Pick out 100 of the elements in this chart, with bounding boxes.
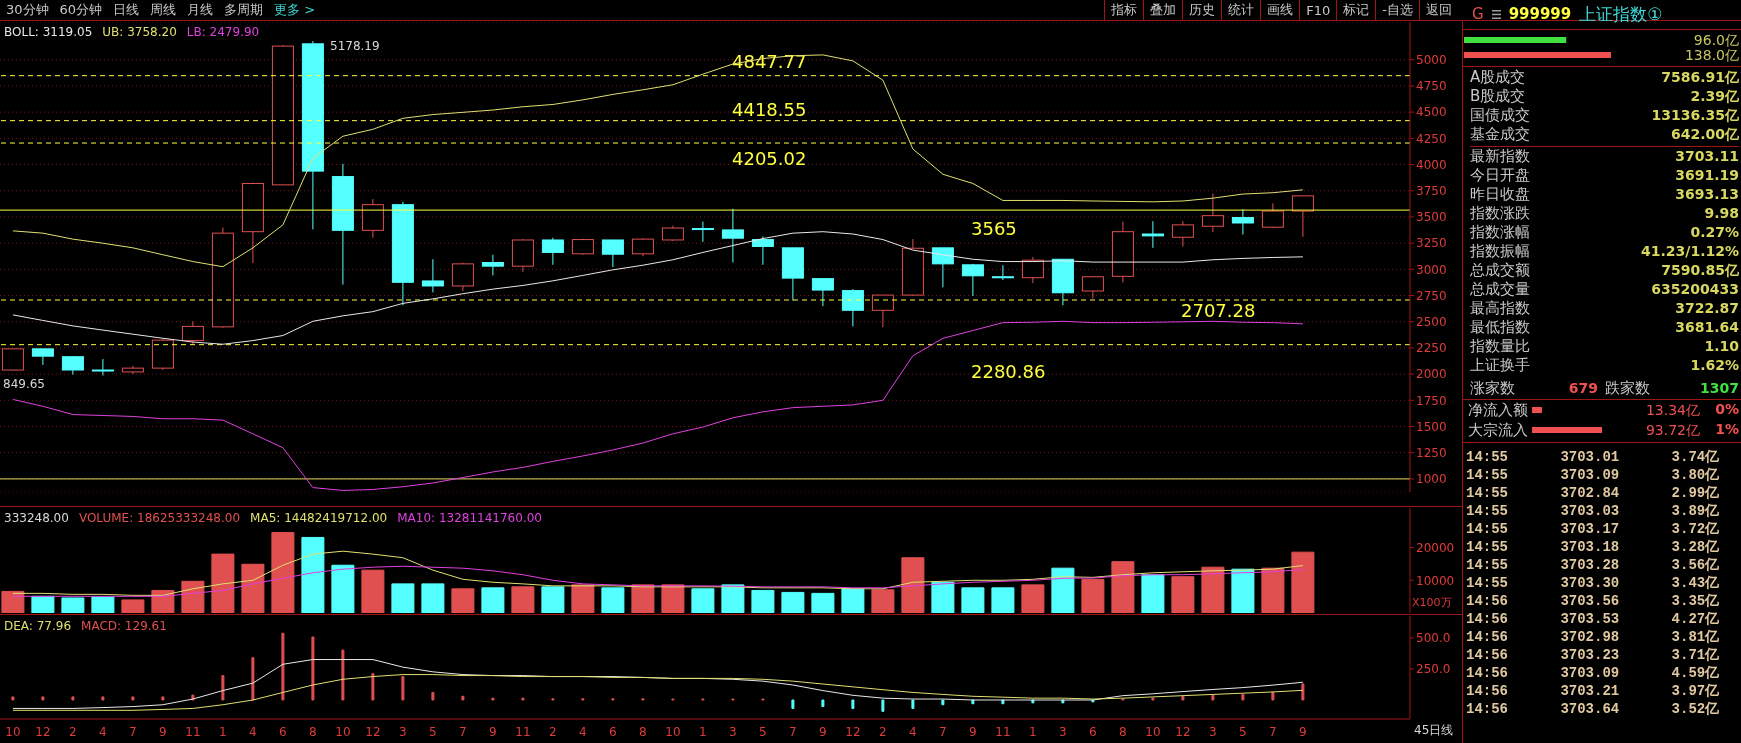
x-tick-label: 12 [845, 724, 861, 739]
text: 日线 [113, 1, 140, 19]
y-tick-label: 1500 [1416, 419, 1447, 434]
bar [221, 675, 225, 701]
y-tick-label: 2250 [1416, 341, 1447, 356]
bar [1241, 693, 1245, 701]
text: 指数涨跌 [1470, 204, 1530, 223]
candlestick [871, 294, 894, 328]
bar [661, 584, 685, 613]
y-tick-label: 1250 [1416, 445, 1447, 460]
bar [911, 699, 915, 709]
y-axis-title: X100万 [1412, 595, 1452, 610]
x-tick-label: 12 [1175, 724, 1191, 739]
candlestick [1261, 202, 1284, 229]
text: 14:55 3703.03 3.89亿 [1465, 502, 1721, 520]
candlestick [1171, 220, 1194, 247]
candlestick [451, 262, 474, 292]
data-label: 93.72亿 [1645, 422, 1700, 438]
x-tick-label: 7 [789, 724, 797, 739]
candlestick [811, 278, 834, 307]
x-tick-label: 8 [309, 724, 317, 739]
x-tick-label: 11 [185, 724, 201, 739]
annotation: 333248.00 [4, 511, 69, 525]
y-tick-label: 20000 [1416, 540, 1455, 555]
text: 今日开盘 [1470, 166, 1530, 185]
candlestick [181, 320, 204, 345]
text: 周线 [150, 1, 177, 19]
annotation: 5178.19 [330, 39, 380, 53]
bar [1201, 566, 1225, 613]
line-series [12, 550, 1304, 596]
text: 上证换手 [1470, 356, 1530, 375]
bar [31, 595, 55, 613]
text: 标记 [1336, 0, 1376, 20]
y-tick-label: 3250 [1416, 236, 1447, 251]
x-tick-label: 3 [399, 724, 407, 739]
text: MACD: 129.61 [81, 619, 167, 633]
text: 历史 [1182, 0, 1222, 20]
text: 0% [1715, 401, 1739, 417]
y-tick-label: 1750 [1416, 393, 1447, 408]
y-tick-label: 4250 [1416, 131, 1447, 146]
y-tick-label: 5000 [1416, 52, 1447, 67]
x-tick-label: 4 [909, 724, 917, 739]
line-series [12, 565, 1304, 597]
y-tick-label: 1000 [1416, 472, 1447, 487]
y-tick-label: 3750 [1416, 183, 1447, 198]
x-tick-label: 7 [129, 724, 137, 739]
text: 指数振幅 [1470, 242, 1530, 261]
text: 0.27% [1690, 223, 1739, 242]
x-tick-label: 6 [609, 724, 617, 739]
text: 30分钟 [6, 1, 49, 19]
y-tick-label: 4500 [1416, 105, 1447, 120]
bar [281, 632, 285, 701]
data-label: 96.0亿 [1693, 32, 1739, 48]
text: 14:55 3703.17 3.72亿 [1465, 520, 1721, 538]
bar [1261, 567, 1285, 613]
bar [271, 532, 295, 613]
text: 最新指数 [1470, 147, 1530, 166]
x-tick-label: 10 [335, 724, 351, 739]
bar [161, 696, 165, 701]
y-tick-label: 净流入额 [1468, 401, 1528, 419]
text: 涨家数 [1470, 378, 1515, 398]
text: 基金成交 [1470, 125, 1530, 144]
bar [331, 564, 355, 613]
text: 统计 [1221, 0, 1261, 20]
text: BOLL: 3119.05 [4, 25, 93, 39]
text: LB: 2479.90 [186, 25, 260, 39]
x-tick-label: 3 [729, 724, 737, 739]
bar [341, 649, 345, 701]
text: 多周期 [224, 1, 264, 19]
bar [541, 586, 565, 613]
text: 14:56 3703.21 3.97亿 [1465, 682, 1721, 700]
ref-line-label: 4205.02 [732, 148, 807, 170]
text: 999999 [1508, 5, 1572, 23]
text: 月线 [187, 1, 214, 19]
x-tick-label: 7 [459, 724, 467, 739]
bar [1141, 574, 1165, 613]
text: 返回 [1419, 0, 1458, 20]
bar [391, 583, 415, 613]
text: 2.39亿 [1690, 87, 1739, 106]
bar [11, 696, 15, 701]
x-tick-label: 5 [1239, 724, 1247, 739]
bar [301, 536, 325, 613]
candlestick [1231, 208, 1254, 236]
candlestick [601, 239, 624, 268]
text: -自选 [1375, 0, 1419, 20]
text: B股成交 [1470, 87, 1526, 106]
x-tick-label: 5 [429, 724, 437, 739]
bar [1231, 568, 1255, 613]
bar [451, 588, 475, 613]
x-tick-label: 9 [1299, 724, 1307, 739]
x-tick-label: 2 [879, 724, 887, 739]
text: 14:55 3703.09 3.80亿 [1465, 466, 1721, 484]
text: 指数涨幅 [1470, 223, 1530, 242]
bar [1181, 695, 1185, 701]
x-tick-label: 11 [995, 724, 1011, 739]
text: 上证指数① [1579, 2, 1663, 26]
candlestick [31, 348, 54, 366]
x-tick-label: 5 [759, 724, 767, 739]
data-label: 138.0亿 [1684, 47, 1739, 63]
candlestick [931, 247, 954, 288]
